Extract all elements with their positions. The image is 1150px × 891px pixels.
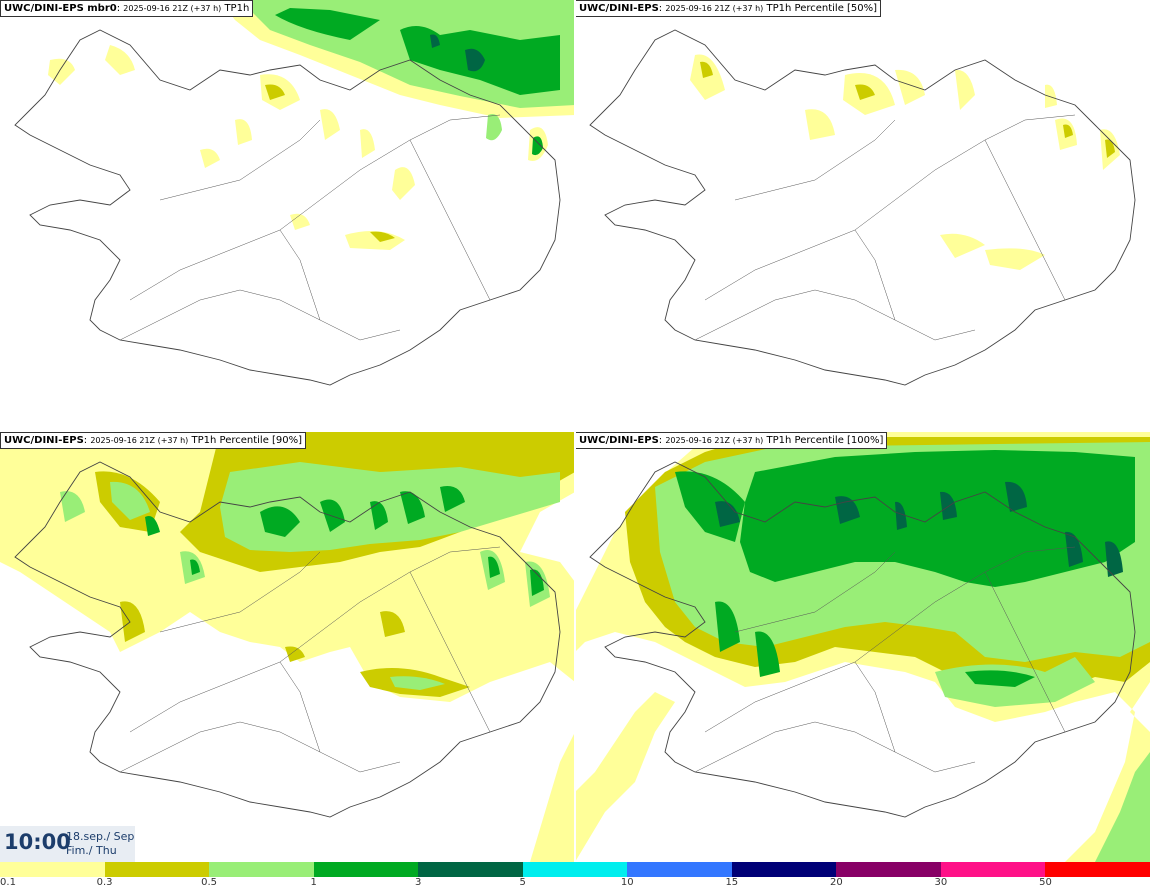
precip-map <box>575 432 1150 862</box>
model-label: UWC/DINI-EPS mbr0 <box>4 3 117 14</box>
map-panel-member0: UWC/DINI-EPS mbr0: 2025-09-16 21Z (+37 h… <box>0 0 575 430</box>
legend-tick-label: 20 <box>829 877 843 888</box>
panel-title: UWC/DINI-EPS: 2025-09-16 21Z (+37 h) TP1… <box>575 0 882 17</box>
run-label: 2025-09-16 21Z (+37 h) <box>123 4 222 13</box>
precip-map <box>0 432 575 862</box>
legend-swatch <box>1045 862 1150 877</box>
run-label: 2025-09-16 21Z (+37 h) <box>90 436 189 445</box>
field-label: TP1h Percentile [50%] <box>766 3 878 14</box>
valid-time: 10:00 <box>4 830 71 854</box>
precip-shading <box>575 432 1150 862</box>
legend-swatch <box>940 862 1046 877</box>
legend-tick-label: 0.3 <box>96 877 113 888</box>
legend-tick-label: 0.1 <box>0 877 16 888</box>
model-label: UWC/DINI-EPS <box>579 3 659 14</box>
precip-shading <box>48 0 575 250</box>
map-panel-p50: UWC/DINI-EPS: 2025-09-16 21Z (+37 h) TP1… <box>575 0 1150 430</box>
field-label: TP1h Percentile [90%] <box>191 435 303 446</box>
legend-swatch <box>209 862 314 877</box>
legend-tick-label: 3 <box>414 877 422 888</box>
precip-map <box>14 0 575 386</box>
legend-tick-label: 0.5 <box>201 877 218 888</box>
legend-swatch <box>0 862 105 877</box>
precip-legend-ticks: 0.1 0.3 0.5 1 3 5 10 15 20 30 50 <box>0 877 1150 891</box>
valid-time-box: 10:00 18.sep./ Sep Fim./ Thu <box>0 826 135 862</box>
iceland-coastline <box>589 29 1136 386</box>
iceland-coastline <box>14 29 561 386</box>
valid-date: 18.sep./ Sep Fim./ Thu <box>66 830 134 858</box>
legend-swatch <box>418 862 523 877</box>
precip-shading <box>690 54 1120 270</box>
valid-date-line2: Fim./ Thu <box>66 844 117 857</box>
legend-swatch <box>731 862 837 877</box>
map-panel-p90: UWC/DINI-EPS: 2025-09-16 21Z (+37 h) TP1… <box>0 432 575 862</box>
map-panel-p100: UWC/DINI-EPS: 2025-09-16 21Z (+37 h) TP1… <box>575 432 1150 862</box>
run-label: 2025-09-16 21Z (+37 h) <box>665 4 764 13</box>
precip-shading <box>0 432 575 862</box>
road-network <box>694 546 1076 773</box>
legend-swatch <box>313 862 419 877</box>
panel-title: UWC/DINI-EPS: 2025-09-16 21Z (+37 h) TP1… <box>0 432 307 449</box>
legend-swatch <box>836 862 941 877</box>
panel-title: UWC/DINI-EPS mbr0: 2025-09-16 21Z (+37 h… <box>0 0 254 17</box>
legend-tick-label: 30 <box>934 877 948 888</box>
model-label: UWC/DINI-EPS <box>579 435 659 446</box>
panel-title: UWC/DINI-EPS: 2025-09-16 21Z (+37 h) TP1… <box>575 432 888 449</box>
precip-map <box>589 29 1136 386</box>
legend-swatch <box>104 862 210 877</box>
iceland-coastline <box>14 461 561 818</box>
legend-tick-label: 15 <box>725 877 739 888</box>
road-network <box>119 546 501 773</box>
legend-tick-label: 1 <box>310 877 317 888</box>
legend-swatch <box>522 862 628 877</box>
valid-date-line1: 18.sep./ Sep <box>66 830 135 843</box>
panel-divider-horizontal <box>0 430 1150 432</box>
field-label: TP1h <box>224 3 250 14</box>
road-network <box>694 114 1076 341</box>
legend-tick-label: 50 <box>1039 877 1052 888</box>
iceland-coastline <box>589 461 1136 818</box>
precip-legend-colorbar <box>0 862 1150 877</box>
model-label: UWC/DINI-EPS <box>4 435 84 446</box>
legend-swatch <box>627 862 732 877</box>
legend-tick-label: 10 <box>620 877 634 888</box>
field-label: TP1h Percentile [100%] <box>766 435 884 446</box>
run-label: 2025-09-16 21Z (+37 h) <box>665 436 764 445</box>
legend-tick-label: 5 <box>519 877 526 888</box>
road-network <box>119 114 501 341</box>
